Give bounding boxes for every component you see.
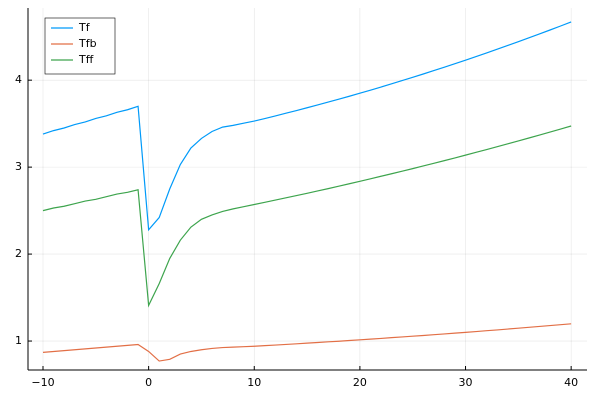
legend-label: Tff xyxy=(78,53,94,66)
x-tick-label: 30 xyxy=(459,376,473,389)
x-tick-label: 10 xyxy=(247,376,261,389)
x-tick-label: −10 xyxy=(31,376,54,389)
legend: Tf Tfb Tff xyxy=(44,17,116,75)
y-tick-label: 3 xyxy=(15,160,22,173)
line-series xyxy=(42,21,572,232)
line-series xyxy=(42,125,572,308)
legend-label: Tfb xyxy=(78,37,97,50)
y-tick-label: 2 xyxy=(15,247,22,260)
x-tick-label: 20 xyxy=(353,376,367,389)
legend-box xyxy=(44,17,116,75)
x-tick-label: 0 xyxy=(145,376,152,389)
y-tick-label: 4 xyxy=(15,73,22,86)
x-tick-label: 40 xyxy=(564,376,578,389)
legend-label: Tf xyxy=(78,21,91,34)
y-tick-label: 1 xyxy=(15,334,22,347)
line-series xyxy=(42,323,572,362)
